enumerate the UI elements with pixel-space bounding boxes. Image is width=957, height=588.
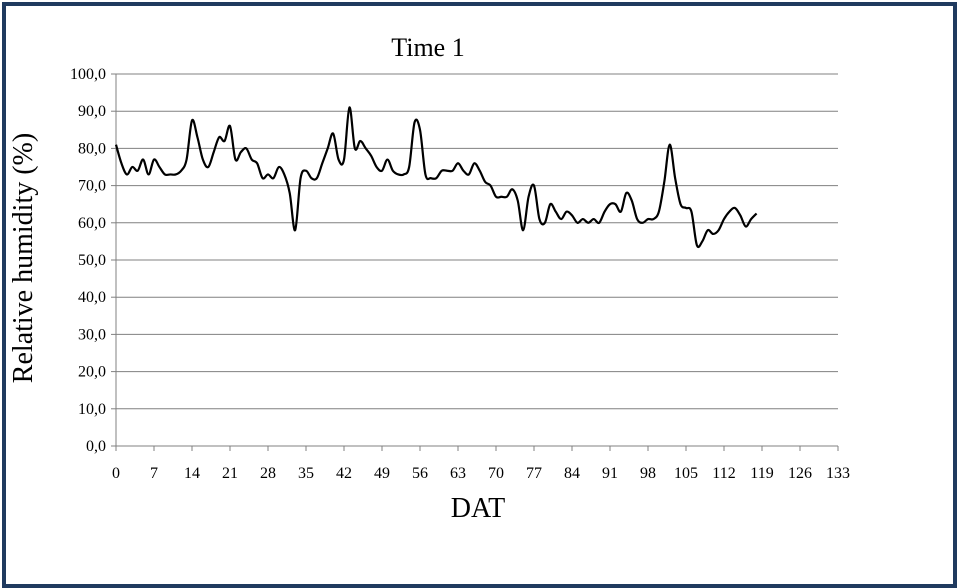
y-tick-label: 30,0	[78, 326, 106, 343]
y-tick-label: 70,0	[78, 178, 106, 195]
y-tick-label: 20,0	[78, 364, 106, 381]
x-tick-label: 112	[712, 465, 735, 482]
y-tick-label: 100,0	[70, 66, 106, 83]
x-tick-label: 91	[602, 465, 618, 482]
x-tick-label: 56	[412, 465, 428, 482]
x-tick-label: 77	[526, 465, 542, 482]
x-tick-label: 98	[640, 465, 656, 482]
series-line-0	[114, 106, 758, 249]
y-tick-label: 10,0	[78, 401, 106, 418]
chart-title: Time 1	[391, 33, 464, 62]
x-tick-label: 28	[260, 465, 276, 482]
title-background	[318, 60, 540, 84]
gridlines	[116, 73, 838, 410]
axes	[111, 73, 839, 451]
y-axis-label: Relative humidity (%)	[8, 133, 39, 383]
y-tick-label: 40,0	[78, 289, 106, 306]
x-tick-label: 42	[336, 465, 352, 482]
series-group	[114, 106, 758, 249]
tick-labels: 0,0 10,0 20,0 30,0 40,0 50,0 60,0 70,0 80,0 90,0 1…	[70, 66, 850, 482]
x-tick-label: 7	[150, 465, 158, 482]
x-tick-label: 119	[750, 465, 773, 482]
x-tick-label: 0	[112, 465, 120, 482]
y-tick-label: 90,0	[78, 103, 106, 120]
x-tick-label: 49	[374, 465, 390, 482]
x-tick-label: 35	[298, 465, 314, 482]
y-tick-label: 0,0	[86, 438, 106, 455]
x-tick-label: 84	[564, 465, 580, 482]
x-axis-label: DAT	[451, 493, 505, 524]
y-tick-label: 60,0	[78, 215, 106, 232]
x-tick-label: 126	[788, 465, 812, 482]
x-tick-label: 133	[826, 465, 850, 482]
x-tick-label: 21	[222, 465, 238, 482]
x-tick-label: 14	[184, 465, 200, 482]
x-tick-label: 105	[674, 465, 698, 482]
x-tick-label: 70	[488, 465, 504, 482]
y-tick-label: 80,0	[78, 140, 106, 157]
x-tick-label: 63	[450, 465, 466, 482]
y-tick-label: 50,0	[78, 252, 106, 269]
